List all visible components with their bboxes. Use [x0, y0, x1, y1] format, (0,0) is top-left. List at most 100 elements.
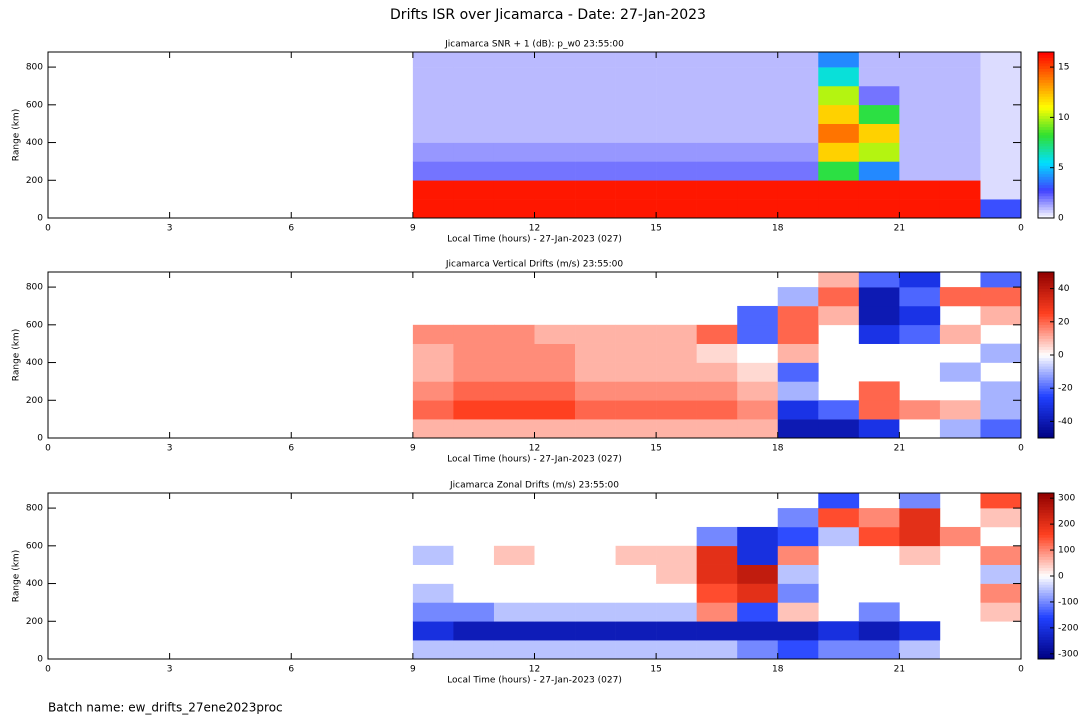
colorbar-swatch	[1038, 396, 1054, 400]
heatmap-cell	[493, 180, 535, 200]
x-tick-label: 6	[288, 224, 294, 234]
heatmap-cell	[493, 67, 535, 87]
heatmap-cell	[980, 493, 1021, 509]
heatmap-cell	[412, 381, 454, 401]
colorbar-tick-label: -300	[1058, 649, 1079, 659]
heatmap-cell	[980, 123, 1021, 143]
colorbar-tick-label: 200	[1058, 520, 1075, 530]
colorbar-swatch	[1038, 404, 1054, 408]
colorbar-swatch	[1038, 625, 1054, 629]
heatmap-cell	[656, 362, 697, 382]
heatmap-cell	[575, 400, 616, 420]
heatmap-cell	[453, 640, 495, 659]
colorbar-swatch	[1038, 368, 1054, 372]
heatmap-cell	[534, 85, 576, 106]
heatmap-cell	[899, 493, 941, 509]
colorbar-swatch	[1038, 609, 1054, 613]
colorbar-swatch	[1038, 204, 1054, 208]
heatmap-cell	[615, 161, 657, 181]
heatmap-cell	[453, 602, 495, 622]
heatmap-cell	[737, 305, 779, 326]
colorbar-swatch	[1038, 506, 1054, 510]
heatmap-cell	[412, 324, 454, 344]
heatmap-cell	[412, 142, 454, 162]
heatmap-cell	[899, 545, 941, 565]
heatmap-cell	[818, 305, 860, 326]
heatmap-cell	[737, 161, 779, 181]
colorbar-swatch	[1038, 407, 1054, 411]
heatmap-cell	[696, 142, 738, 162]
x-tick-label: 18	[772, 665, 784, 675]
colorbar-swatch	[1038, 393, 1054, 397]
heatmap-cell	[899, 419, 941, 438]
colorbar-swatch	[1038, 170, 1054, 175]
heatmap-cell	[737, 526, 779, 547]
heatmap-cell	[818, 621, 860, 641]
colorbar-swatch	[1038, 190, 1054, 194]
y-axis-label: Range (km)	[12, 329, 22, 381]
colorbar-swatch	[1038, 310, 1054, 314]
heatmap-cell	[412, 104, 454, 124]
heatmap-cell	[777, 621, 819, 641]
colorbar-swatch	[1038, 545, 1054, 549]
colorbar-swatch	[1038, 193, 1054, 197]
colorbar-swatch	[1038, 327, 1054, 331]
y-tick-label: 200	[26, 396, 43, 406]
heatmap-cell	[493, 142, 535, 162]
colorbar-swatch	[1038, 294, 1054, 298]
heatmap-cell	[899, 161, 941, 181]
heatmap-cell	[818, 161, 860, 181]
heatmap-cell	[980, 343, 1021, 363]
heatmap-cell	[656, 545, 697, 565]
heatmap-cell	[899, 272, 941, 288]
heatmap-cell	[858, 180, 900, 200]
colorbar-tick-label: 100	[1058, 546, 1075, 556]
heatmap-cell	[656, 104, 697, 124]
heatmap-cell	[777, 400, 819, 420]
heatmap-cell	[696, 85, 738, 106]
colorbar-swatch	[1038, 65, 1054, 69]
x-tick-label: 3	[167, 665, 173, 675]
colorbar-swatch	[1038, 562, 1054, 566]
colorbar-swatch	[1038, 584, 1054, 588]
heatmap-cell	[453, 142, 495, 162]
heatmap-cell	[534, 199, 576, 218]
heatmap-cell	[696, 324, 738, 344]
colorbar-swatch	[1038, 296, 1054, 301]
heatmap-cell	[412, 67, 454, 87]
heatmap-cell	[980, 199, 1021, 218]
plot-area	[412, 272, 1021, 438]
colorbar-swatch	[1038, 526, 1054, 530]
colorbar-swatch	[1038, 620, 1054, 624]
heatmap-cell	[737, 362, 779, 382]
heatmap-cell	[696, 640, 738, 659]
heatmap-cell	[493, 621, 535, 641]
heatmap-cell	[858, 161, 900, 181]
heatmap-cell	[696, 583, 738, 603]
heatmap-cell	[575, 199, 616, 218]
colorbar-swatch	[1038, 60, 1054, 64]
heatmap-cell	[412, 602, 454, 622]
heatmap-cell	[899, 324, 941, 344]
colorbar-swatch	[1038, 509, 1054, 513]
colorbar-swatch	[1038, 280, 1054, 284]
colorbar-swatch	[1038, 206, 1054, 211]
heatmap-cell	[818, 52, 860, 68]
x-tick-label: 15	[650, 224, 661, 234]
heatmap-cell	[453, 583, 495, 603]
colorbar-swatch	[1038, 209, 1054, 213]
colorbar-swatch	[1038, 581, 1054, 585]
heatmap-cell	[575, 104, 616, 124]
heatmap-cell	[939, 419, 981, 438]
heatmap-cell	[656, 381, 697, 401]
colorbar-swatch	[1038, 115, 1054, 119]
x-tick-label: 21	[894, 444, 905, 454]
colorbar-swatch	[1038, 355, 1054, 359]
x-tick-label: 0	[45, 444, 51, 454]
heatmap-cell	[656, 343, 697, 363]
heatmap-cell	[899, 508, 941, 528]
heatmap-cell	[534, 362, 576, 382]
heatmap-cell	[615, 419, 657, 438]
colorbar-swatch	[1038, 283, 1054, 287]
heatmap-cell	[534, 142, 576, 162]
